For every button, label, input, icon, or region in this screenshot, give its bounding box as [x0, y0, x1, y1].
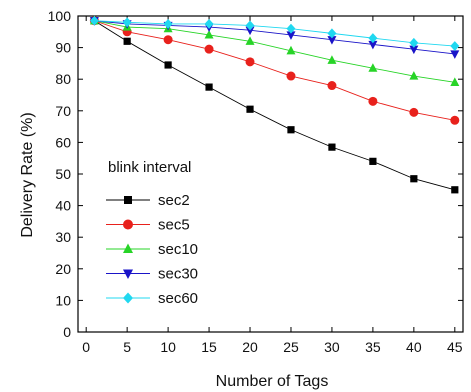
x-tick-label: 5 [123, 339, 131, 355]
data-point-sec2 [287, 126, 295, 134]
x-tick-label: 30 [324, 339, 340, 355]
y-axis-label: Delivery Rate (%) [19, 112, 36, 237]
data-point-sec2 [205, 83, 213, 91]
x-tick-label: 20 [242, 339, 258, 355]
data-point-sec2 [328, 143, 336, 151]
data-point-sec2 [246, 105, 254, 113]
y-tick-label: 40 [55, 198, 71, 214]
series-line-sec10 [94, 20, 455, 83]
y-tick-label: 10 [55, 292, 71, 308]
data-point-sec30 [368, 40, 378, 50]
data-point-sec10 [204, 30, 214, 39]
x-tick-label: 0 [82, 339, 90, 355]
data-point-sec60 [204, 18, 214, 29]
x-tick-label: 25 [283, 339, 299, 355]
data-point-sec10 [245, 36, 255, 45]
data-point-sec10 [286, 45, 296, 55]
data-point-sec5 [245, 57, 255, 67]
data-point-sec2 [410, 175, 418, 183]
data-point-sec2 [164, 61, 172, 69]
y-tick-label: 60 [55, 134, 71, 150]
y-tick-label: 70 [55, 103, 71, 119]
data-point-sec2 [451, 186, 459, 194]
legend-item-sec60: sec60 [106, 290, 198, 307]
legend-marker [124, 196, 132, 204]
legend-label: sec30 [158, 266, 198, 283]
data-point-sec60 [245, 20, 255, 31]
legend-item-sec10: sec10 [106, 241, 198, 258]
legend-item-sec5: sec5 [106, 217, 190, 234]
series-line-sec2 [94, 20, 455, 191]
x-tick-label: 10 [160, 339, 176, 355]
data-point-sec60 [450, 41, 460, 51]
data-point-sec60 [409, 37, 419, 48]
legend-marker [123, 269, 133, 279]
legend-label: sec2 [158, 192, 190, 209]
data-point-sec10 [450, 77, 460, 86]
data-point-sec5 [409, 107, 419, 117]
series-line-sec30 [94, 20, 455, 55]
y-tick-label: 20 [55, 261, 71, 277]
data-point-sec60 [327, 28, 337, 39]
data-point-sec60 [122, 17, 132, 28]
legend-marker [123, 243, 133, 253]
legend-title: blink interval [108, 159, 191, 176]
legend-label: sec60 [158, 290, 198, 307]
series-sec10 [89, 15, 460, 86]
data-point-sec10 [327, 55, 337, 64]
series-line-sec60 [94, 20, 455, 47]
y-tick-label: 0 [63, 324, 71, 340]
data-point-sec30 [450, 50, 460, 59]
data-point-sec5 [204, 44, 214, 54]
data-point-sec60 [286, 23, 296, 34]
series-sec60 [89, 15, 460, 51]
legend-marker [123, 292, 133, 304]
data-point-sec30 [286, 31, 296, 40]
legend-marker [123, 219, 133, 230]
y-tick-label: 90 [55, 40, 71, 56]
data-point-sec5 [286, 71, 296, 81]
data-point-sec30 [245, 26, 255, 36]
data-point-sec5 [368, 96, 378, 106]
legend-item-sec30: sec30 [106, 266, 198, 283]
data-point-sec2 [369, 157, 377, 165]
data-point-sec30 [409, 45, 419, 55]
data-point-sec5 [450, 115, 460, 125]
legend-label: sec10 [158, 241, 198, 258]
x-tick-label: 15 [201, 339, 217, 355]
data-point-sec10 [409, 71, 419, 80]
series-sec5 [89, 16, 460, 125]
x-tick-label: 35 [365, 339, 381, 355]
data-point-sec2 [123, 37, 131, 45]
data-point-sec5 [327, 81, 337, 91]
data-point-sec60 [89, 15, 99, 26]
data-point-sec5 [163, 35, 173, 45]
y-tick-label: 50 [55, 166, 71, 182]
data-point-sec60 [163, 18, 173, 29]
legend-label: sec5 [158, 217, 190, 234]
x-tick-label: 45 [447, 339, 463, 355]
data-point-sec60 [368, 33, 378, 44]
data-point-sec10 [368, 63, 378, 72]
data-point-sec30 [327, 36, 337, 45]
y-tick-label: 30 [55, 229, 71, 245]
y-tick-label: 80 [55, 71, 71, 87]
x-axis-label: Number of Tags [216, 373, 329, 390]
legend-item-sec2: sec2 [106, 192, 190, 209]
series-line-sec5 [94, 20, 455, 121]
x-tick-label: 40 [406, 339, 422, 355]
y-tick-label: 100 [48, 8, 72, 24]
